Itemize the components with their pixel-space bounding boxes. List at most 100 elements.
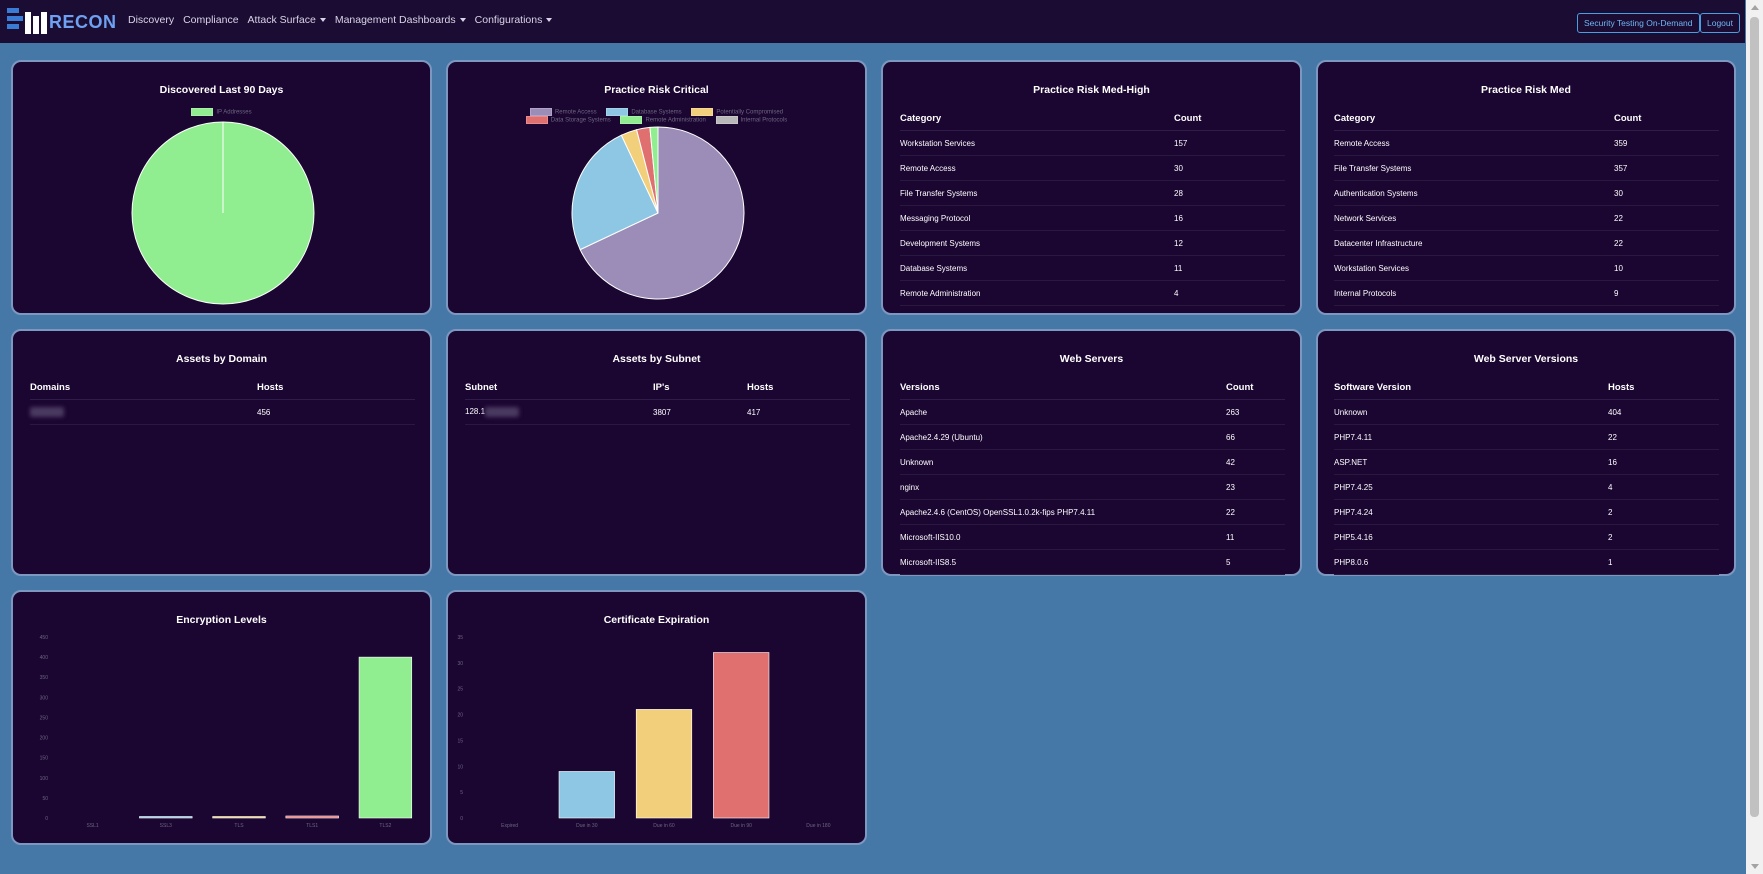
table-header: Domains Hosts <box>30 375 415 400</box>
table-row: Unknown 42 <box>900 449 1285 475</box>
y-tick-label: 15 <box>457 738 463 744</box>
web-servers-table: Versions Count Apache 263 Apache2.4.29 (Ub… <box>900 375 1285 575</box>
table-cell: File Transfer Systems <box>900 180 1174 206</box>
table-cell: 2 <box>1608 524 1719 550</box>
table-cell: Workstation Services <box>1334 255 1614 281</box>
card-web-servers: Web Servers Versions Count Apache 263 Apac… <box>881 329 1302 576</box>
x-tick-label: Expired <box>501 823 518 829</box>
legend-label: Remote Administration <box>645 117 706 124</box>
card-title: Discovered Last 90 Days <box>159 84 284 96</box>
pie-slice-database-systems[interactable] <box>571 134 659 251</box>
table-row: File Transfer Systems 357 <box>1334 155 1719 181</box>
column-header: Count <box>1174 106 1285 131</box>
table-row: Datacenter Infrastructure 22 <box>1334 230 1719 256</box>
nav-configurations[interactable]: Configurations <box>475 14 553 26</box>
table-cell: 456 <box>257 399 415 425</box>
bar-due-in-60[interactable] <box>635 709 693 819</box>
nav-attack-surface[interactable]: Attack Surface <box>248 14 326 26</box>
y-tick-label: 25 <box>457 687 463 693</box>
table-cell: 5 <box>1226 549 1285 575</box>
table-cell: Internal Protocols <box>1334 280 1614 306</box>
table-cell: 16 <box>1608 449 1719 475</box>
table-cell: Authentication Systems <box>1334 180 1614 206</box>
table-row: Apache2.4.6 (CentOS) OpenSSL1.0.2k-fips … <box>900 499 1285 525</box>
table-cell: 22 <box>1226 499 1285 525</box>
scrollbar-thumb[interactable] <box>1750 17 1759 817</box>
logout-button[interactable]: Logout <box>1700 13 1740 33</box>
nav-management-dashboards[interactable]: Management Dashboards <box>335 14 466 26</box>
table-cell: Datacenter Infrastructure <box>1334 230 1614 256</box>
table-cell: 30 <box>1614 180 1719 206</box>
table-row: ASP.NET 16 <box>1334 449 1719 475</box>
nav-compliance[interactable]: Compliance <box>183 14 239 26</box>
table-cell: 1 <box>1608 549 1719 575</box>
table-row: nginx 23 <box>900 474 1285 500</box>
x-tick-label: Due in 60 <box>653 823 675 829</box>
pie-slice-remote-administration[interactable] <box>649 126 659 214</box>
legend-swatch <box>715 116 738 124</box>
column-header: Category <box>1334 106 1614 131</box>
card-risk-med: Practice Risk Med Category Count Remote A… <box>1316 60 1736 315</box>
table-row: Apache2.4.29 (Ubuntu) 66 <box>900 424 1285 450</box>
column-header: Count <box>1226 375 1285 400</box>
table-cell: PHP7.4.25 <box>1334 474 1608 500</box>
legend-label: Database Systems <box>631 109 682 116</box>
column-header: Hosts <box>1608 375 1719 400</box>
security-testing-button[interactable]: Security Testing On-Demand <box>1577 13 1700 33</box>
y-tick-label: 30 <box>457 661 463 667</box>
table-row: Internal Protocols 9 <box>1334 280 1719 306</box>
page-scrollbar[interactable] <box>1746 0 1763 874</box>
chart-legend: Remote Access Database Systems Potential… <box>487 108 827 124</box>
table-row: Remote Access 30 <box>900 155 1285 181</box>
bar-tls2[interactable] <box>358 656 413 819</box>
legend-label: Potentially Compromised <box>716 109 784 116</box>
table-header: Category Count <box>900 106 1285 131</box>
table-cell: Microsoft-IIS8.5 <box>900 549 1226 575</box>
card-web-versions: Web Server Versions Software Version Host… <box>1316 329 1736 576</box>
nav-discovery[interactable]: Discovery <box>128 14 175 26</box>
bar-tls[interactable] <box>212 816 266 819</box>
legend-label: IP Addresses <box>216 109 252 116</box>
legend-item[interactable]: IP Addresses <box>191 108 252 116</box>
table-cell: Unknown <box>900 449 1226 475</box>
table-cell: 9 <box>1614 280 1719 306</box>
nav-configurations-label: Configurations <box>474 14 543 26</box>
table-row: Messaging Protocol 16 <box>900 205 1285 231</box>
legend-item[interactable]: Remote Administration <box>620 116 706 124</box>
scroll-down-icon[interactable] <box>1751 864 1759 869</box>
bar-due-in-30[interactable] <box>558 771 615 819</box>
web-versions-table: Software Version Hosts Unknown 404 PHP7.4.… <box>1334 375 1719 575</box>
table-cell: 22 <box>1614 230 1719 256</box>
bar-ssl3[interactable] <box>139 816 193 819</box>
scroll-up-icon[interactable] <box>1751 5 1759 10</box>
table-cell: 357 <box>1614 155 1719 181</box>
chart-legend: IP Addresses <box>13 108 430 116</box>
legend-item[interactable]: Data Storage Systems <box>525 116 611 124</box>
legend-item[interactable]: Internal Protocols <box>715 116 788 124</box>
table-cell: PHP7.4.24 <box>1334 499 1608 525</box>
x-tick-label: TLS <box>234 823 244 829</box>
table-row: Unknown 404 <box>1334 399 1719 425</box>
bar-due-in-90[interactable] <box>713 652 770 819</box>
table-cell: Remote Access <box>900 155 1174 181</box>
brand-logo[interactable]: RECON <box>7 6 116 36</box>
bar-tls1[interactable] <box>285 815 339 819</box>
pie-slice-remote-access[interactable] <box>579 126 745 300</box>
table-header: Subnet IP's Hosts <box>465 375 850 400</box>
card-title: Assets by Domain <box>175 353 268 365</box>
legend-swatch <box>191 108 214 116</box>
table-cell: 22 <box>1614 205 1719 231</box>
legend-label: Internal Protocols <box>740 117 788 124</box>
table-cell: 417 <box>747 399 850 425</box>
y-tick-label: 10 <box>457 764 463 770</box>
legend-swatch <box>620 116 643 124</box>
legend-label: Remote Access <box>554 109 597 116</box>
table-cell: Unknown <box>1334 399 1608 425</box>
table-cell: 23 <box>1226 474 1285 500</box>
table-header: Category Count <box>1334 106 1719 131</box>
table-cell: Apache2.4.6 (CentOS) OpenSSL1.0.2k-fips … <box>900 499 1226 525</box>
table-cell: 11 <box>1174 255 1285 281</box>
card-assets-subnet: Assets by Subnet Subnet IP's Hosts 128.1 38… <box>446 329 867 576</box>
pie-chart-risk-critical <box>571 126 745 300</box>
table-cell: 42 <box>1226 449 1285 475</box>
